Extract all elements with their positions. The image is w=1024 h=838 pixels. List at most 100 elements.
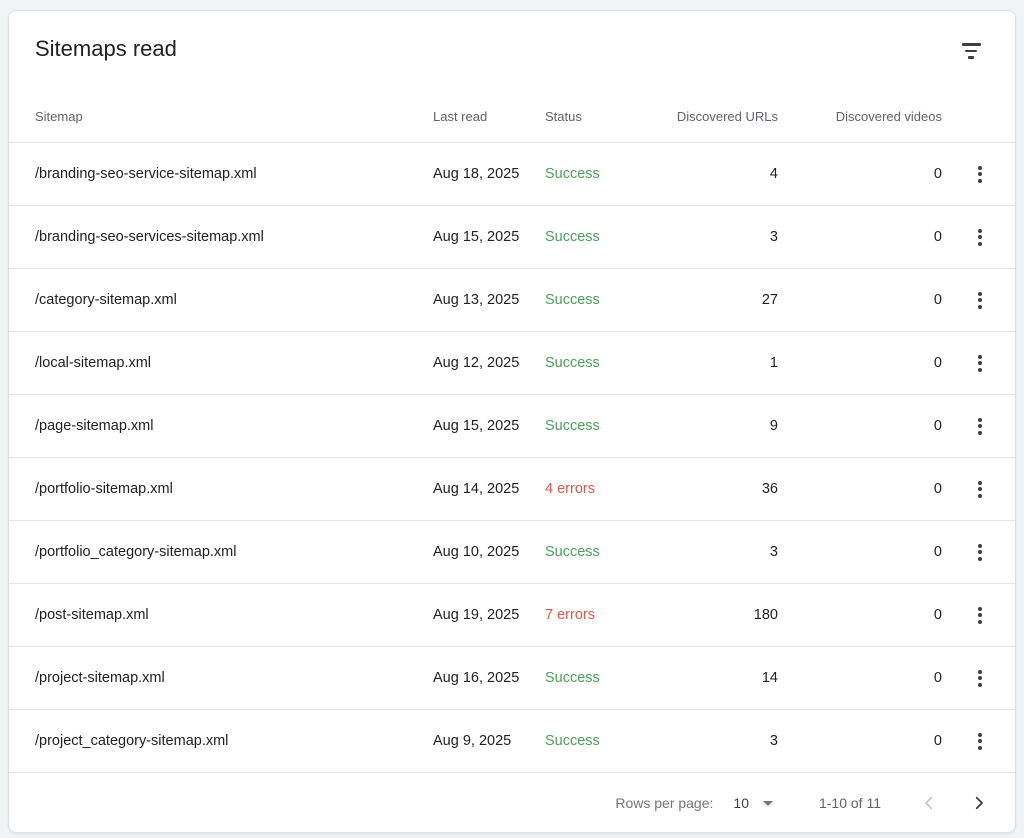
more-vert-icon [977, 480, 982, 485]
table-row[interactable]: /project-sitemap.xml Aug 16, 2025 Succes… [9, 647, 1015, 710]
last-read-date: Aug 16, 2025 [433, 670, 520, 686]
more-vert-icon [977, 165, 982, 170]
more-vert-icon [977, 613, 982, 617]
column-header-status: Status [545, 109, 582, 124]
table-row[interactable]: /local-sitemap.xml Aug 12, 2025 Success … [9, 332, 1015, 395]
more-vert-icon [977, 619, 982, 624]
more-vert-icon [977, 228, 982, 233]
sitemap-path: /local-sitemap.xml [35, 355, 152, 371]
next-page-button[interactable] [963, 787, 995, 819]
status-badge: 4 errors [545, 481, 595, 497]
table-row[interactable]: /project_category-sitemap.xml Aug 9, 202… [9, 710, 1015, 773]
more-vert-icon [977, 354, 982, 359]
more-vert-icon [977, 361, 982, 365]
discovered-urls-count: 3 [769, 544, 778, 560]
last-read-date: Aug 18, 2025 [433, 166, 520, 182]
more-vert-icon [977, 241, 982, 246]
discovered-videos-count: 0 [933, 607, 942, 623]
more-vert-icon [977, 739, 982, 743]
rows-per-page-label: Rows per page: [615, 795, 714, 811]
table-row[interactable]: /page-sitemap.xml Aug 15, 2025 Success 9… [9, 395, 1015, 458]
pagination-range: 1-10 of 11 [818, 795, 881, 811]
filter-list-icon [961, 43, 981, 46]
status-badge: Success [545, 670, 600, 686]
discovered-videos-count: 0 [933, 292, 942, 308]
more-vert-icon [977, 304, 982, 309]
table-row[interactable]: /category-sitemap.xml Aug 13, 2025 Succe… [9, 269, 1015, 332]
column-header-last-read: Last read [433, 109, 488, 124]
row-menu-button[interactable] [962, 219, 998, 255]
row-menu-button[interactable] [962, 660, 998, 696]
row-menu-button[interactable] [962, 282, 998, 318]
pagination-bar: Rows per page: 10 1-10 of 11 [9, 773, 1015, 832]
more-vert-icon [977, 291, 982, 296]
discovered-urls-count: 4 [769, 166, 778, 182]
column-header-sitemap: Sitemap [35, 109, 83, 124]
rows-per-page-select[interactable]: 10 [733, 795, 773, 811]
column-header-discovered-videos: Discovered videos [835, 109, 942, 124]
more-vert-icon [977, 676, 982, 680]
table-row[interactable]: /branding-seo-services-sitemap.xml Aug 1… [9, 206, 1015, 269]
status-badge: Success [545, 733, 600, 749]
more-vert-icon [977, 556, 982, 561]
row-menu-button[interactable] [962, 597, 998, 633]
more-vert-icon [977, 430, 982, 435]
table-row[interactable]: /branding-seo-service-sitemap.xml Aug 18… [9, 143, 1015, 206]
status-badge: 7 errors [545, 607, 595, 623]
discovered-urls-count: 180 [753, 607, 778, 623]
status-badge: Success [545, 292, 600, 308]
filter-button[interactable] [953, 33, 989, 69]
more-vert-icon [977, 298, 982, 302]
last-read-date: Aug 13, 2025 [433, 292, 520, 308]
discovered-urls-count: 27 [761, 292, 778, 308]
chevron-left-icon [925, 796, 933, 810]
row-menu-button[interactable] [962, 408, 998, 444]
more-vert-icon [977, 745, 982, 750]
more-vert-icon [977, 235, 982, 239]
discovered-urls-count: 14 [761, 670, 778, 686]
row-menu-button[interactable] [962, 534, 998, 570]
card-header: Sitemaps read [9, 11, 1015, 91]
chevron-right-icon [975, 796, 983, 810]
row-menu-button[interactable] [962, 345, 998, 381]
discovered-urls-count: 3 [769, 229, 778, 245]
more-vert-icon [977, 172, 982, 176]
sitemap-path: /project-sitemap.xml [35, 670, 165, 686]
sitemap-path: /portfolio_category-sitemap.xml [35, 544, 237, 560]
more-vert-icon [977, 493, 982, 498]
more-vert-icon [977, 732, 982, 737]
more-vert-icon [977, 367, 982, 372]
table-body: /branding-seo-service-sitemap.xml Aug 18… [9, 143, 1015, 773]
sitemap-path: /post-sitemap.xml [35, 607, 149, 623]
last-read-date: Aug 15, 2025 [433, 418, 520, 434]
status-badge: Success [545, 418, 600, 434]
status-badge: Success [545, 166, 600, 182]
table-header-row: Sitemap Last read Status Discovered URLs… [9, 91, 1015, 143]
discovered-videos-count: 0 [933, 229, 942, 245]
last-read-date: Aug 10, 2025 [433, 544, 520, 560]
dropdown-arrow-icon [762, 800, 773, 806]
row-menu-button[interactable] [962, 723, 998, 759]
sitemap-path: /branding-seo-service-sitemap.xml [35, 166, 257, 182]
sitemap-path: /category-sitemap.xml [35, 292, 177, 308]
discovered-urls-count: 1 [769, 355, 778, 371]
row-menu-button[interactable] [962, 156, 998, 192]
status-badge: Success [545, 229, 600, 245]
table-row[interactable]: /portfolio_category-sitemap.xml Aug 10, … [9, 521, 1015, 584]
discovered-videos-count: 0 [933, 166, 942, 182]
table-row[interactable]: /portfolio-sitemap.xml Aug 14, 2025 4 er… [9, 458, 1015, 521]
more-vert-icon [977, 606, 982, 611]
last-read-date: Aug 19, 2025 [433, 607, 520, 623]
status-badge: Success [545, 544, 600, 560]
row-menu-button[interactable] [962, 471, 998, 507]
more-vert-icon [977, 550, 982, 554]
discovered-urls-count: 36 [761, 481, 778, 497]
last-read-date: Aug 15, 2025 [433, 229, 520, 245]
discovered-videos-count: 0 [933, 355, 942, 371]
more-vert-icon [977, 682, 982, 687]
filter-list-icon [965, 49, 977, 53]
table-row[interactable]: /post-sitemap.xml Aug 19, 2025 7 errors … [9, 584, 1015, 647]
sitemap-path: /portfolio-sitemap.xml [35, 481, 173, 497]
discovered-videos-count: 0 [933, 733, 942, 749]
last-read-date: Aug 12, 2025 [433, 355, 520, 371]
